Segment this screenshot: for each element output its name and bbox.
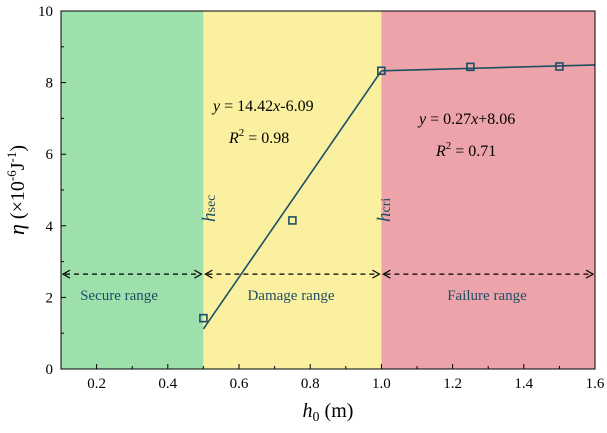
data-point-2 [377,66,386,76]
range-arrow-head-left-2 [382,269,391,279]
region-1 [203,11,382,369]
x-tick-label-5: 1.2 [443,376,462,392]
data-point-1 [288,216,297,225]
data-point-4 [555,62,564,71]
y-tick-label-5: 10 [38,4,53,20]
y-tick-label-2: 4 [46,219,54,235]
range-arrow-head-right-2 [585,269,595,279]
fit-lines [202,64,596,330]
x-tick-label-6: 1.4 [514,376,533,392]
region-label-failure: Failure range [447,288,527,304]
x-axis-ticks: 0.2 0.4 0.6 0.8 1.0 1.2 1.4 1.6 [60,364,605,392]
y-tick-label-4: 8 [46,76,54,92]
data-points [199,62,564,323]
fit-line-1 [381,64,596,72]
region-0 [61,11,204,369]
region-label-secure: Secure range [80,288,158,304]
x-tick-label-1: 0.4 [158,376,177,392]
x-tick-label-2: 0.6 [230,376,249,392]
x-tick-label-4: 1.0 [372,376,391,392]
fit1-equation: y = 14.42x-6.09 [211,98,314,115]
y-axis-ticks: 0 2 4 6 8 10 [38,4,66,378]
y-axis-label: η (×10-6J-1) [4,145,29,235]
fit2-equation: y = 0.27x+8.06 [417,111,515,128]
region-backgrounds [61,11,595,369]
y-tick-label-3: 6 [46,147,54,163]
data-point-0 [199,313,208,323]
x-axis-label: h0 (m) [303,400,354,425]
x-tick-label-0: 0.2 [87,376,106,392]
range-arrows [61,269,595,279]
range-arrow-head-right-1 [372,269,381,279]
range-arrow-head-left-1 [204,269,213,279]
boundary-label-hsec: hsec [199,195,220,222]
range-arrow-head-left-0 [61,269,71,279]
fit-line-0 [202,70,383,330]
fit1-r2: R2 = 0.98 [228,127,289,147]
fit2-r2: R2 = 0.71 [435,140,496,160]
y-tick-label-0: 0 [46,362,54,378]
y-tick-label-1: 2 [46,290,54,306]
x-tick-label-3: 0.8 [301,376,320,392]
region-label-damage: Damage range [247,288,334,304]
boundary-label-hcri: hcri [374,198,395,222]
range-arrow-head-right-0 [194,269,203,279]
data-point-3 [466,62,475,72]
x-tick-label-7: 1.6 [586,376,605,392]
